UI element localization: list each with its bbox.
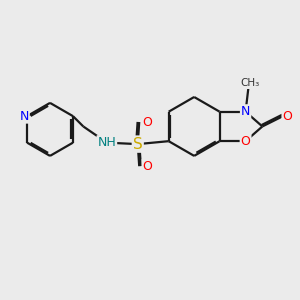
Text: S: S xyxy=(133,136,142,152)
Text: N: N xyxy=(241,105,250,118)
Text: NH: NH xyxy=(98,136,116,149)
Text: O: O xyxy=(142,160,152,173)
Text: O: O xyxy=(283,110,292,123)
Text: O: O xyxy=(241,135,250,148)
Text: O: O xyxy=(142,116,152,128)
Text: CH₃: CH₃ xyxy=(240,78,260,88)
Text: N: N xyxy=(20,110,29,123)
